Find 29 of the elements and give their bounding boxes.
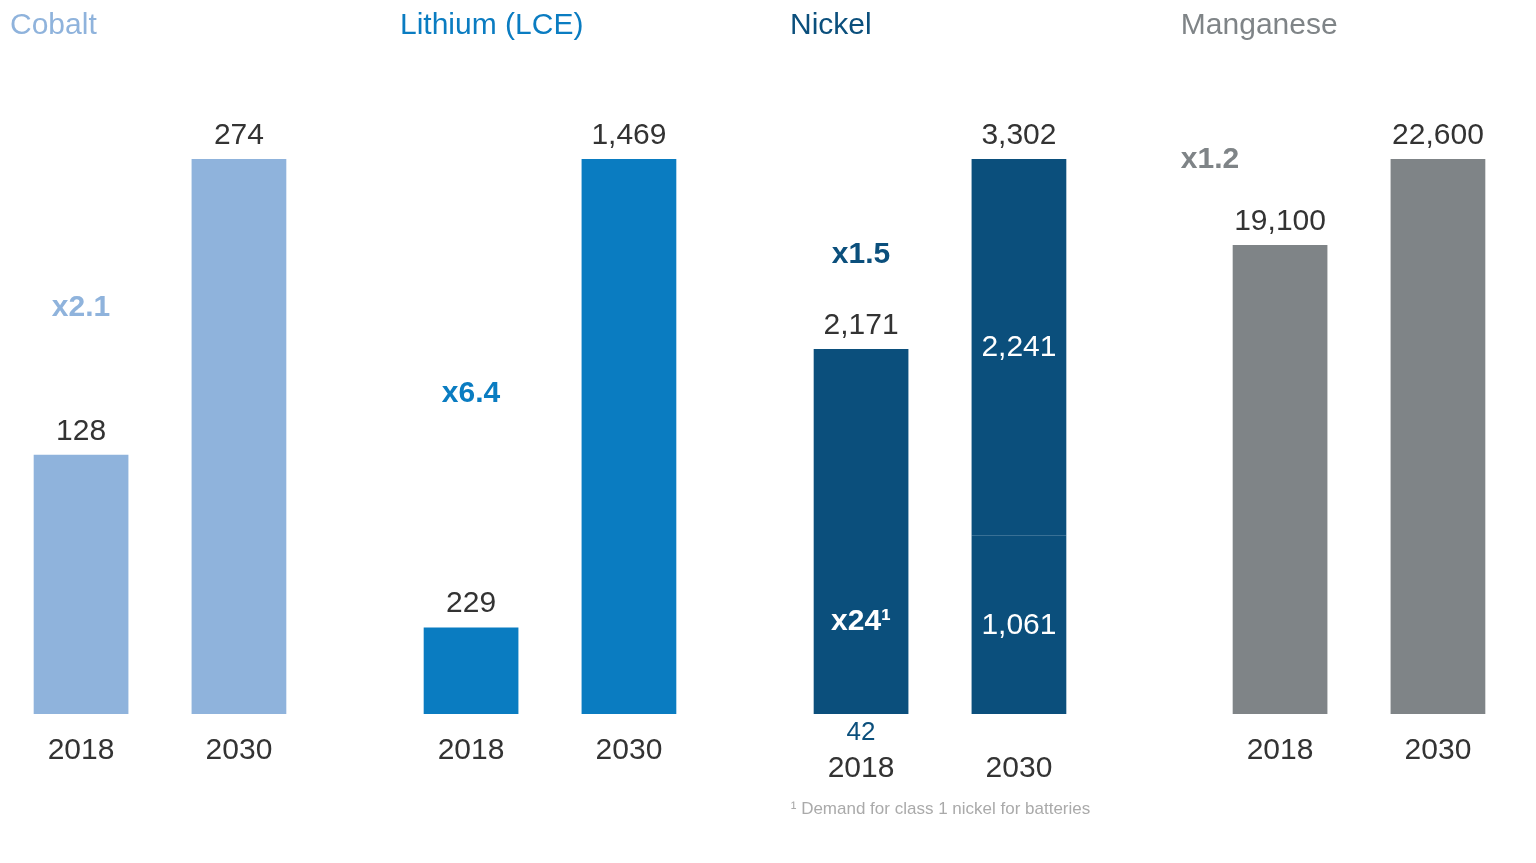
data-label: 2,241 [981, 329, 1057, 363]
x-tick-label: 2030 [205, 731, 273, 765]
x-tick-label: 2030 [985, 749, 1053, 783]
total-label: 3,302 [981, 117, 1057, 150]
data-label: 1,061 [981, 606, 1057, 640]
data-label: 42 [846, 716, 876, 746]
annotation: x6.4 [441, 375, 501, 409]
text: ¹ Demand for class 1 nickel for batteries [790, 798, 1091, 818]
x-tick-label: 2018 [827, 749, 895, 783]
x-tick-label: 2018 [437, 731, 505, 765]
annotation: x24¹ [831, 603, 892, 637]
annotation: x1.5 [831, 236, 891, 270]
chart-title: Nickel [790, 7, 872, 40]
chart-title: Manganese [1180, 7, 1338, 40]
annotation: x2.1 [51, 288, 111, 322]
x-tick-label: 2018 [47, 731, 115, 765]
chart-title: Cobalt [10, 7, 98, 40]
x-tick-label: 2030 [595, 731, 663, 765]
data-label: 229 [446, 585, 497, 619]
data-label: 19,100 [1234, 202, 1326, 236]
data-label: 274 [213, 117, 264, 150]
chart-title: Lithium (LCE) [400, 7, 584, 40]
x-tick-label: 2018 [1246, 731, 1314, 765]
data-label: 22,600 [1392, 117, 1484, 150]
x-tick-label: 2030 [1404, 731, 1472, 765]
data-label: 1,469 [591, 117, 667, 150]
data-label: 128 [56, 412, 107, 446]
total-label: 2,171 [823, 307, 899, 341]
annotation: x1.2 [1180, 141, 1240, 174]
